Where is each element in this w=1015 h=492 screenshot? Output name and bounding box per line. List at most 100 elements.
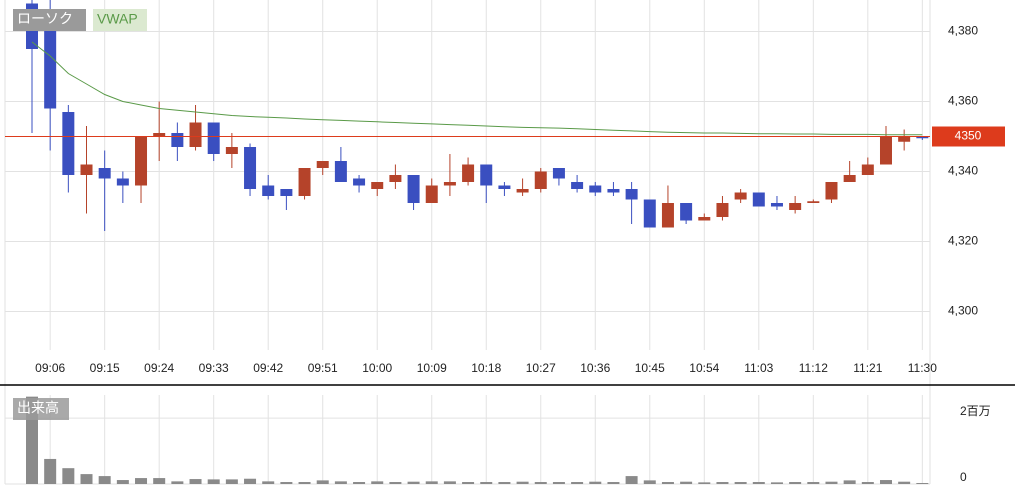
volume-bar: [80, 474, 93, 484]
candle-body: [443, 182, 456, 186]
x-tick-label: 11:12: [799, 361, 828, 375]
candle-body: [244, 147, 257, 189]
candle-body: [462, 164, 475, 182]
volume-bar: [752, 482, 765, 484]
candle-body: [80, 164, 93, 175]
x-tick-label: 11:21: [853, 361, 882, 375]
candle-body: [316, 161, 329, 168]
candle-body: [625, 189, 638, 200]
candle-body: [334, 161, 347, 182]
candle-body: [516, 189, 529, 193]
x-tick-label: 10:45: [635, 361, 665, 375]
volume-bar: [62, 468, 75, 484]
volume-bar: [480, 482, 493, 484]
x-tick-label: 09:33: [199, 361, 229, 375]
candle-body: [153, 133, 166, 137]
x-tick-label: 10:09: [417, 361, 447, 375]
volume-bar: [734, 482, 747, 484]
x-tick-label: 09:15: [90, 361, 120, 375]
candle-body: [116, 178, 129, 186]
candle-body: [879, 136, 892, 165]
volume-bar: [425, 481, 438, 484]
candle-body: [298, 168, 311, 196]
x-tick-label: 10:18: [471, 361, 501, 375]
legend-box: [93, 9, 147, 31]
candle-body: [698, 217, 711, 221]
volume-bar: [843, 480, 856, 484]
x-tick-label: 09:24: [144, 361, 174, 375]
candle-body: [589, 185, 602, 193]
volume-bar: [225, 479, 238, 484]
candle-body: [480, 164, 493, 186]
volume-bar: [534, 482, 547, 484]
x-tick-label: 09:51: [308, 361, 338, 375]
candle-body: [62, 112, 75, 175]
volume-bar: [407, 481, 420, 484]
candle-body: [643, 199, 656, 228]
volume-bar: [135, 478, 148, 484]
volume-bar: [44, 458, 57, 484]
y-tick-label: 4,300: [948, 304, 978, 318]
last-price-box: [932, 126, 1005, 147]
volume-bar: [589, 481, 602, 484]
volume-bar: [98, 476, 111, 484]
volume-bar: [807, 482, 820, 484]
volume-bar: [153, 478, 166, 484]
candle-body: [898, 136, 911, 142]
volume-bar: [244, 478, 257, 484]
volume-bar: [389, 482, 402, 484]
volume-bar: [371, 481, 384, 484]
legend-box: [13, 9, 86, 31]
candle-body: [407, 175, 420, 203]
x-tick-label: 10:27: [526, 361, 556, 375]
volume-bar: [116, 480, 129, 484]
volume-bar: [207, 479, 220, 484]
x-tick-label: 09:42: [253, 361, 283, 375]
volume-bar: [770, 482, 783, 484]
volume-bar: [625, 476, 638, 484]
volume-bar: [789, 482, 802, 484]
volume-bar: [280, 482, 293, 484]
x-tick-label: 10:54: [689, 361, 719, 375]
x-tick-label: 09:06: [35, 361, 65, 375]
candle-body: [171, 133, 184, 147]
volume-bar: [716, 482, 729, 484]
volume-bar: [698, 482, 711, 484]
candle-body: [861, 164, 874, 175]
volume-bar: [916, 483, 929, 484]
candle-body: [98, 168, 111, 179]
vwap-line: [31, 41, 923, 136]
candle-body: [789, 203, 802, 210]
volume-bar: [825, 481, 838, 484]
candle-body: [189, 122, 202, 147]
volume-bar: [334, 481, 347, 484]
volume-bar: [353, 482, 366, 484]
volume-bar: [298, 482, 311, 484]
candle-body: [44, 10, 57, 109]
volume-bar: [498, 482, 511, 484]
candle-body: [280, 189, 293, 196]
volume-bar: [643, 480, 656, 484]
x-tick-label: 11:30: [908, 361, 937, 375]
volume-bar: [262, 481, 275, 484]
candle-body: [716, 203, 729, 217]
volume-bar: [516, 481, 529, 484]
candle-body: [425, 185, 438, 203]
candle-body: [353, 178, 366, 186]
candle-body: [262, 185, 275, 196]
candle-body: [389, 175, 402, 182]
volume-bar: [316, 480, 329, 484]
volume-bar: [861, 482, 874, 484]
candle-body: [680, 203, 693, 221]
volume-bar: [552, 482, 565, 484]
x-tick-label: 11:03: [744, 361, 773, 375]
candle-body: [661, 203, 674, 228]
candle-body: [571, 182, 584, 189]
candle-body: [825, 182, 838, 200]
candle-body: [225, 147, 238, 154]
panel-title: 出来高: [17, 400, 59, 416]
candle-body: [807, 201, 820, 203]
volume-bar: [571, 482, 584, 484]
volume-bar: [607, 482, 620, 484]
